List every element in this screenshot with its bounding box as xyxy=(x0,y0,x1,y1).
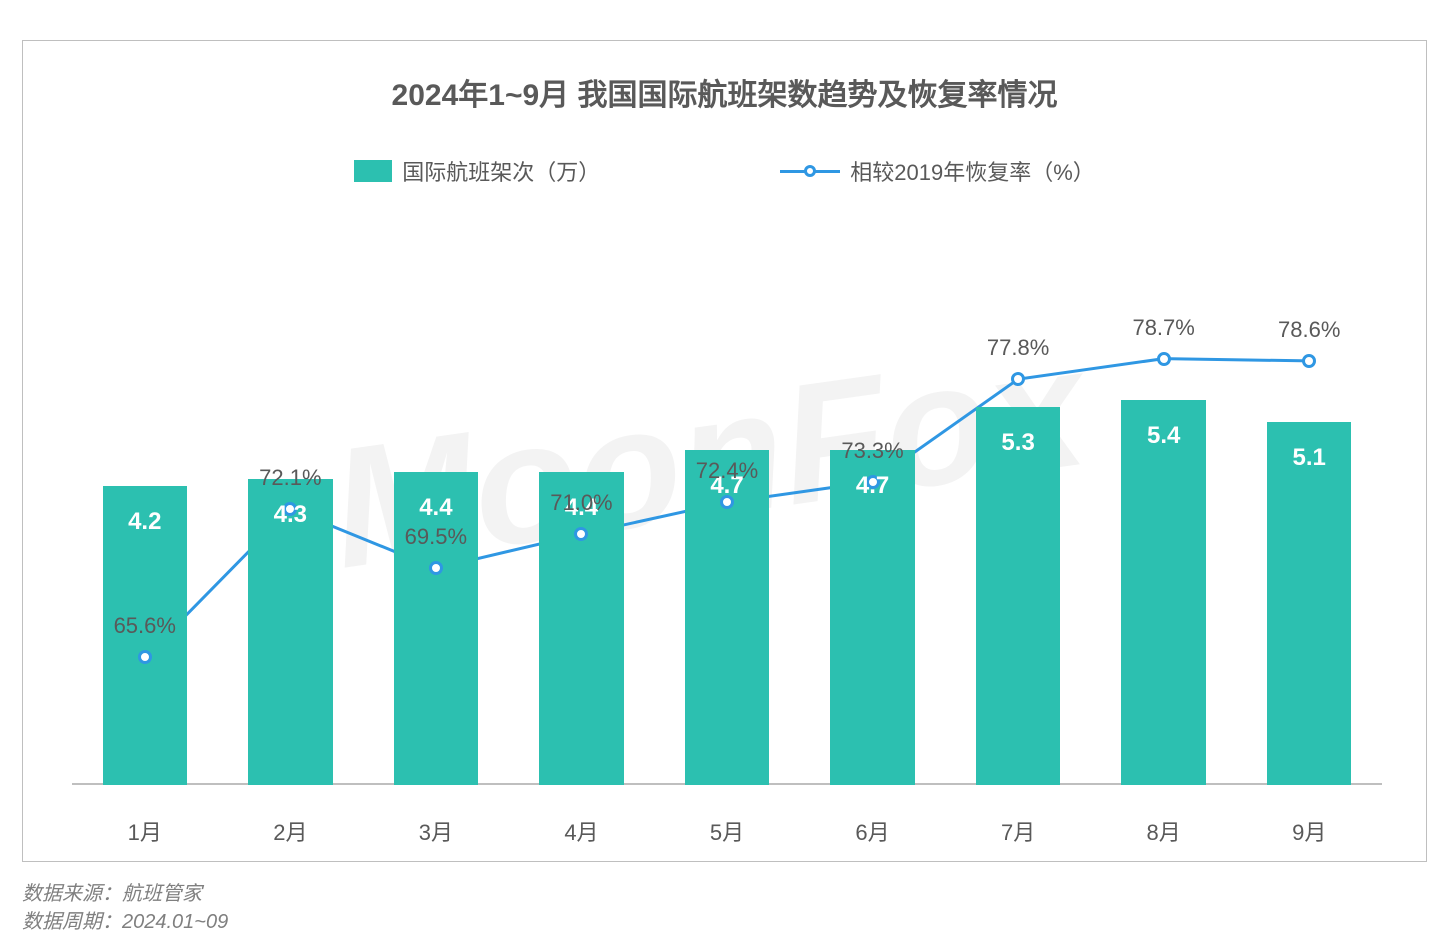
legend-item-bar: 国际航班架次（万） xyxy=(354,155,600,187)
footer-source: 数据来源：航班管家数据周期：2024.01~09 xyxy=(22,880,228,936)
line-value-label: 72.4% xyxy=(696,458,758,484)
x-category-label: 2月 xyxy=(273,815,307,847)
line-value-label: 77.8% xyxy=(987,335,1049,361)
line-value-label: 72.1% xyxy=(259,465,321,491)
x-category-label: 8月 xyxy=(1147,815,1181,847)
bar xyxy=(1267,422,1351,785)
line-marker xyxy=(574,527,588,541)
bar-value-label: 4.4 xyxy=(419,494,452,522)
line-value-label: 65.6% xyxy=(114,613,176,639)
line-value-label: 78.6% xyxy=(1278,317,1340,343)
x-category-label: 5月 xyxy=(710,815,744,847)
legend-swatch-bar xyxy=(354,160,392,182)
legend: 国际航班架次（万） 相较2019年恢复率（%） xyxy=(0,155,1449,187)
legend-marker-icon xyxy=(804,165,816,177)
bar-value-label: 5.1 xyxy=(1293,444,1326,472)
x-category-label: 1月 xyxy=(128,815,162,847)
legend-label-bar: 国际航班架次（万） xyxy=(402,155,600,187)
footer-line: 数据周期：2024.01~09 xyxy=(22,908,228,936)
legend-swatch-line xyxy=(780,170,840,173)
bar xyxy=(830,450,914,785)
line-value-label: 71.0% xyxy=(550,490,612,516)
line-marker xyxy=(1302,354,1316,368)
footer-line: 数据来源：航班管家 xyxy=(22,880,228,908)
x-category-label: 7月 xyxy=(1001,815,1035,847)
bar-value-label: 5.4 xyxy=(1147,422,1180,450)
x-category-label: 3月 xyxy=(419,815,453,847)
line-marker xyxy=(1157,352,1171,366)
line-marker xyxy=(1011,372,1025,386)
legend-label-line: 相较2019年恢复率（%） xyxy=(850,155,1095,187)
chart-title: 2024年1~9月 我国国际航班架数趋势及恢复率情况 xyxy=(0,70,1449,114)
line-value-label: 73.3% xyxy=(841,438,903,464)
line-value-label: 78.7% xyxy=(1132,315,1194,341)
line-marker xyxy=(138,650,152,664)
line-value-label: 69.5% xyxy=(405,524,467,550)
x-category-label: 9月 xyxy=(1292,815,1326,847)
bar-value-label: 5.3 xyxy=(1001,429,1034,457)
bar xyxy=(976,407,1060,785)
bar xyxy=(1121,400,1205,785)
bar-value-label: 4.3 xyxy=(274,501,307,529)
legend-item-line: 相较2019年恢复率（%） xyxy=(780,155,1095,187)
x-category-label: 4月 xyxy=(564,815,598,847)
bar-value-label: 4.7 xyxy=(856,472,889,500)
line-marker xyxy=(429,561,443,575)
bar-value-label: 4.2 xyxy=(128,508,161,536)
x-category-label: 6月 xyxy=(855,815,889,847)
